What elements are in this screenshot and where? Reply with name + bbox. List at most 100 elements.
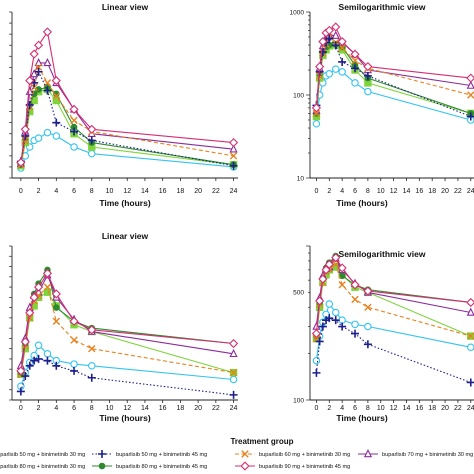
x-tick-label: 6 <box>353 405 357 412</box>
data-point <box>29 49 39 59</box>
x-tick-label: 4 <box>340 405 344 412</box>
data-point <box>315 62 325 72</box>
x-tick-label: 22 <box>212 405 220 412</box>
data-point <box>229 144 238 153</box>
x-tick-label: 2 <box>327 405 331 412</box>
data-point <box>318 274 328 284</box>
series-line <box>315 37 472 118</box>
legend-label: buparlisib 90 mg + binimetinib 45 mg <box>259 464 350 470</box>
y-tick-label: 10 <box>297 175 305 182</box>
data-point <box>20 124 30 134</box>
data-point <box>363 71 372 80</box>
data-point <box>87 136 96 145</box>
legend: Treatment group buparlisib 50 mg + binime… <box>0 437 473 471</box>
data-point <box>351 295 359 304</box>
data-point <box>52 118 61 127</box>
x-tick-label: 20 <box>441 405 449 412</box>
legend-item: buparlisib 80 mg + binimetinib 30 mg <box>0 464 85 470</box>
data-point <box>52 92 61 100</box>
x-tick-label: 12 <box>123 188 131 195</box>
x-tick-label: 2 <box>327 188 331 195</box>
data-point <box>69 104 79 114</box>
data-point <box>229 348 238 358</box>
data-point <box>34 134 43 142</box>
data-point <box>363 62 373 72</box>
data-point <box>338 322 347 331</box>
data-point <box>69 316 79 326</box>
x-tick-label: 10 <box>377 405 385 412</box>
legend-item: buparlisib 90 mg + binimetinib 45 mg <box>235 461 350 471</box>
x-tick-label: 0 <box>19 188 23 195</box>
x-tick-label: 18 <box>428 405 436 412</box>
data-point <box>43 283 52 291</box>
x-tick-label: 20 <box>441 188 449 195</box>
data-point <box>34 57 43 67</box>
series-group <box>16 266 239 399</box>
x-axis-label: Time (hours) <box>336 413 387 423</box>
x-tick-label: 14 <box>403 188 411 195</box>
x-tick-label: 22 <box>454 405 462 412</box>
x-axis-label: Time (hours) <box>99 198 150 208</box>
x-tick-label: 14 <box>403 405 411 412</box>
data-point <box>467 332 474 340</box>
legend-item: buparlisib 60 mg + binimetinib 30 mg <box>235 450 350 458</box>
x-tick-label: 0 <box>314 405 318 412</box>
data-point <box>30 356 39 365</box>
data-point <box>34 67 43 76</box>
x-tick-label: 0 <box>314 188 318 195</box>
y-tick-label: 500 <box>293 290 304 297</box>
data-point <box>467 343 474 352</box>
data-point <box>70 127 79 136</box>
data-point <box>311 328 322 339</box>
x-tick-label: 4 <box>54 188 58 195</box>
data-point <box>34 63 43 72</box>
data-point <box>43 86 52 95</box>
x-tick-label: 14 <box>141 188 149 195</box>
data-point <box>338 44 346 52</box>
data-point <box>16 366 26 376</box>
legend-label: buparlisib 80 mg + binimetinib 30 mg <box>0 464 85 470</box>
data-point <box>43 356 52 365</box>
data-point <box>325 314 334 323</box>
data-point <box>466 307 474 316</box>
x-tick-label: 24 <box>230 188 238 195</box>
data-point <box>43 350 52 358</box>
series-line <box>20 70 234 167</box>
data-point <box>51 76 61 86</box>
legend-item: buparlisib 50 mg + binimetinib 30 mg <box>0 452 85 458</box>
data-point <box>364 303 372 311</box>
x-tick-label: 10 <box>377 188 385 195</box>
data-point <box>350 49 360 59</box>
data-point <box>228 338 239 349</box>
x-tick-label: 2 <box>37 405 41 412</box>
legend-item: buparlisib 50 mg + binimetinib 45 mg <box>92 450 207 458</box>
data-point <box>52 361 61 370</box>
data-point <box>311 103 322 113</box>
data-point <box>312 368 321 377</box>
data-point <box>318 37 328 47</box>
data-point <box>331 22 341 32</box>
data-point <box>364 87 372 96</box>
legend-item: buparlisib 80 mg + binimetinib 45 mg <box>92 462 207 470</box>
data-point <box>325 70 334 78</box>
data-point <box>70 366 79 375</box>
x-tick-label: 22 <box>212 188 220 195</box>
x-tick-label: 2 <box>37 188 41 195</box>
series-line <box>20 131 234 169</box>
data-point <box>324 259 334 269</box>
data-point <box>318 322 327 331</box>
data-point <box>43 57 52 67</box>
data-point <box>324 25 334 35</box>
x-tick-label: 24 <box>230 405 238 412</box>
data-point <box>42 268 53 278</box>
data-point <box>338 68 346 76</box>
data-point <box>16 387 25 396</box>
series-line <box>315 317 471 384</box>
data-point <box>51 289 61 299</box>
data-point <box>363 340 372 349</box>
data-point <box>351 79 359 87</box>
series-line <box>20 286 234 375</box>
legend-item: buparlisib 70 mg + binimetinib 30 mg <box>358 449 473 458</box>
